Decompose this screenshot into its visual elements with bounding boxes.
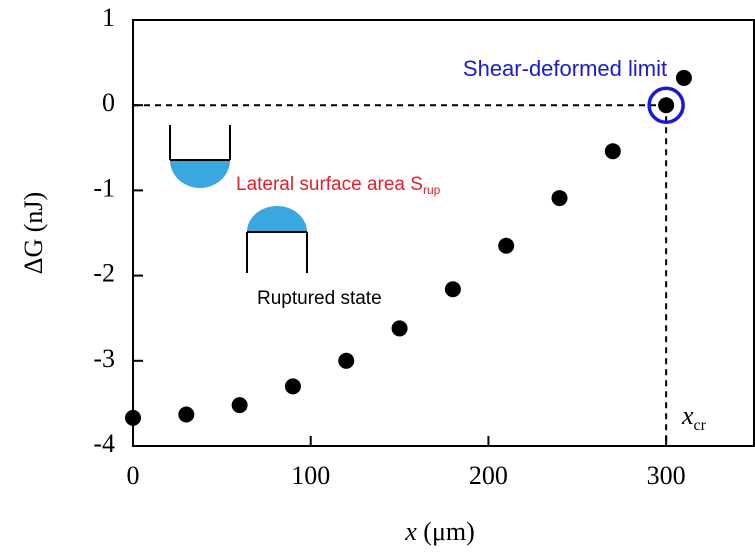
y-tick-label: 1	[102, 3, 115, 32]
plot-frame	[132, 19, 755, 447]
x-tick-label: 0	[127, 461, 140, 490]
x-axis-label: x (μm)	[404, 517, 475, 546]
point	[498, 237, 515, 254]
x-tick-label: 300	[647, 461, 686, 490]
y-tick-label: -1	[93, 173, 115, 202]
limit-label: Shear-deformed limit	[463, 56, 667, 81]
xcr-label: xcr	[681, 401, 707, 434]
x-axis-var: x	[404, 517, 417, 546]
point	[444, 281, 461, 298]
point	[675, 69, 692, 86]
y-tick-label: -2	[93, 259, 115, 288]
ruptured-label: Ruptured state	[257, 288, 382, 309]
point	[391, 320, 408, 337]
area-sub: rup	[423, 183, 441, 197]
intact-icon	[169, 125, 231, 188]
ruptured-icon	[246, 206, 308, 273]
point	[284, 378, 301, 395]
y-tick-label: -3	[93, 344, 115, 373]
x-tick-label: 100	[291, 461, 330, 490]
x-tick-label: 200	[469, 461, 508, 490]
y-tick-label: -4	[93, 429, 115, 458]
point	[338, 352, 355, 369]
xcr-sub: cr	[694, 417, 707, 434]
xcr-var: x	[681, 401, 694, 430]
point	[125, 409, 141, 426]
point	[658, 97, 675, 114]
point	[231, 397, 248, 414]
point	[178, 406, 195, 423]
critical-circle	[647, 86, 685, 124]
point	[551, 190, 568, 207]
area-label: Lateral surface area Srup	[236, 174, 441, 197]
point	[604, 143, 621, 160]
x-axis-unit: (μm)	[423, 517, 474, 546]
y-tick-label: 0	[102, 88, 115, 117]
area-text: Lateral surface area S	[236, 174, 423, 195]
y-axis-label: ΔG (nJ)	[19, 192, 48, 274]
